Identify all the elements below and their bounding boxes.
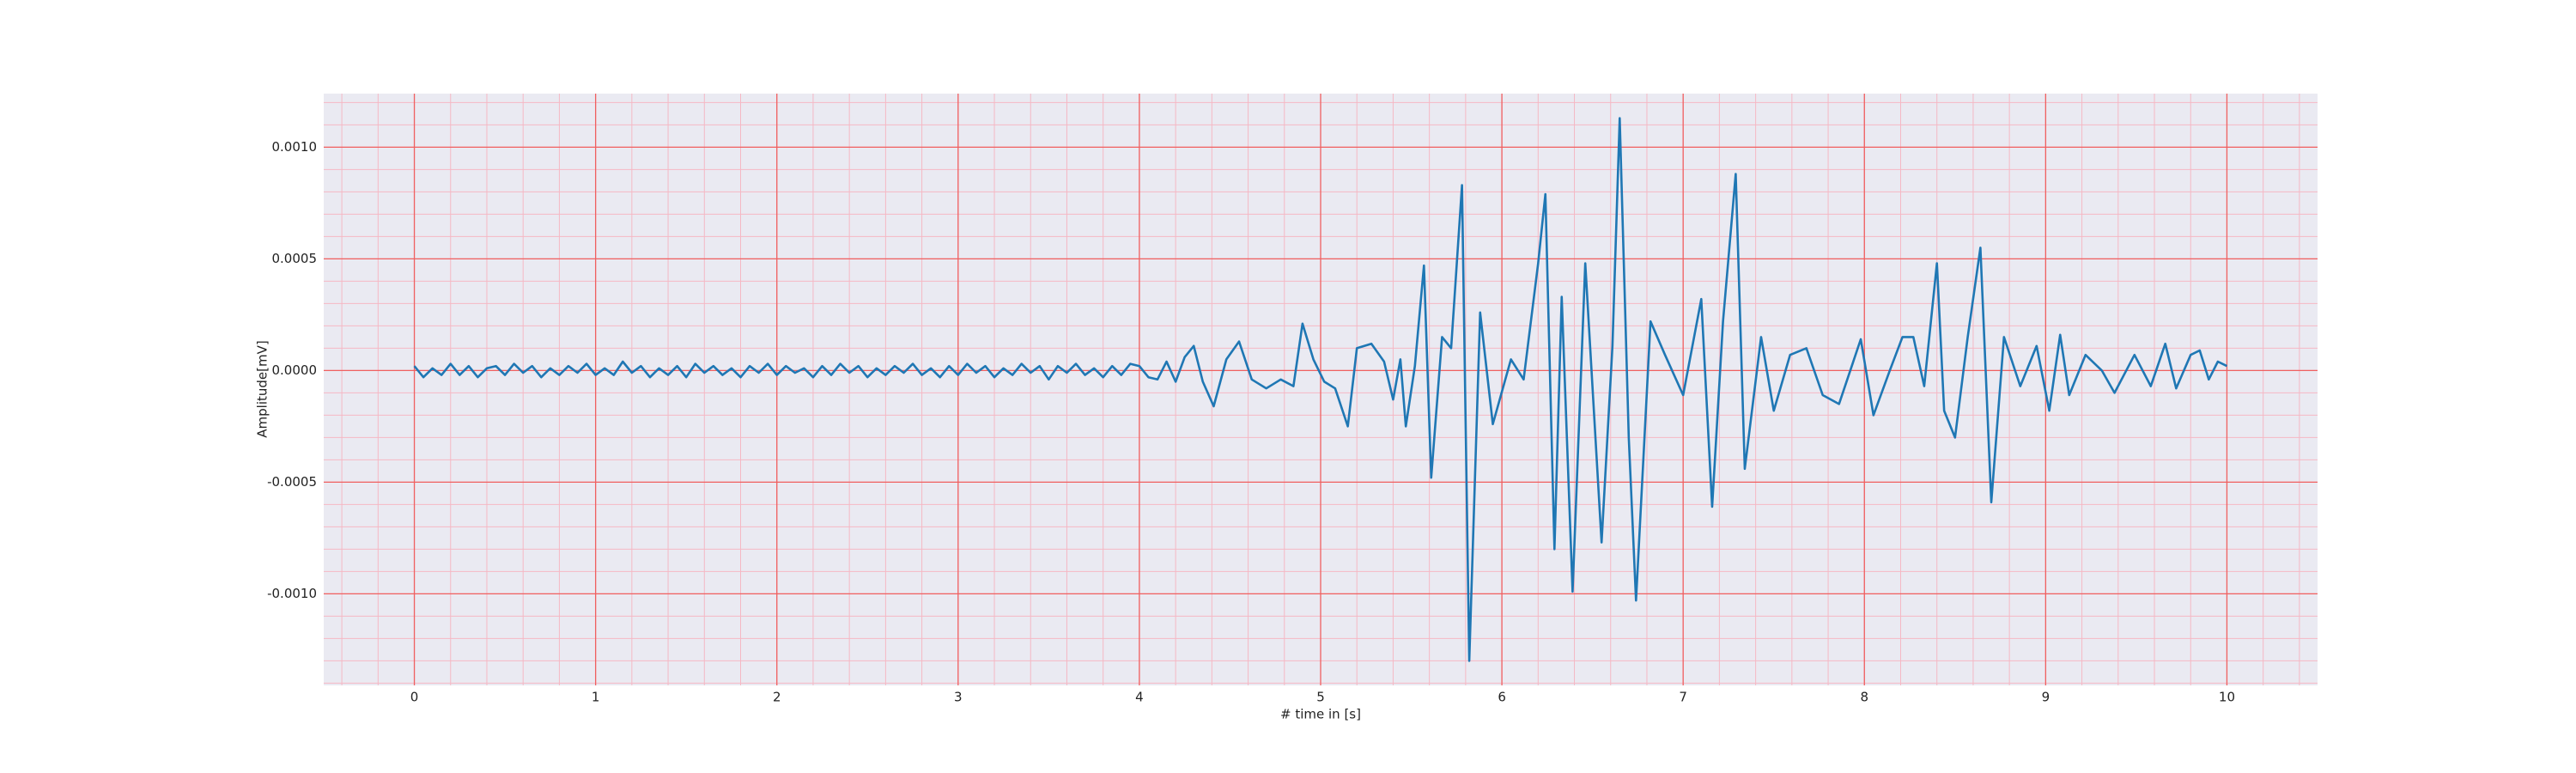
x-tick-label: 7 xyxy=(1679,690,1687,705)
x-tick-label: 0 xyxy=(410,690,419,705)
x-tick-label: 4 xyxy=(1135,690,1144,705)
y-axis-label: Amplitude[mV] xyxy=(255,340,270,437)
x-tick-label: 8 xyxy=(1860,690,1868,705)
x-tick-label: 5 xyxy=(1316,690,1325,705)
x-tick-label: 2 xyxy=(773,690,781,705)
y-tick-label: 0.0000 xyxy=(272,362,318,378)
y-tick-label: 0.0005 xyxy=(272,251,318,266)
x-tick-label: 1 xyxy=(592,690,600,705)
signal-line xyxy=(413,117,2228,662)
y-tick-label: -0.0005 xyxy=(267,474,317,490)
x-tick-label: 3 xyxy=(954,690,963,705)
x-axis-label: # time in [s] xyxy=(1280,707,1361,722)
y-tick-label: -0.0010 xyxy=(267,586,317,601)
x-tick-label: 10 xyxy=(2219,690,2235,705)
x-tick-label: 6 xyxy=(1498,690,1506,705)
y-tick-label: 0.0010 xyxy=(272,139,318,155)
x-tick-label: 9 xyxy=(2042,690,2050,705)
